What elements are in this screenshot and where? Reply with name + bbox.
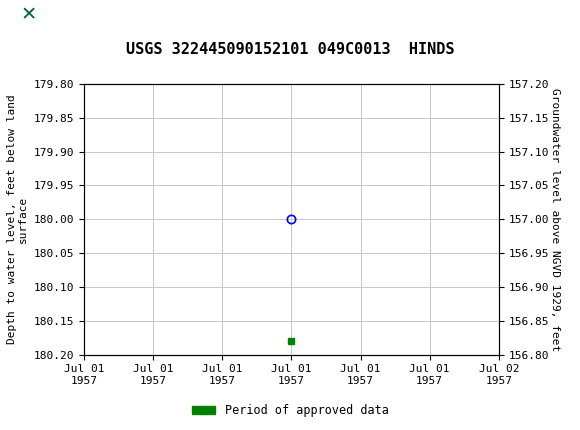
- Text: USGS 322445090152101 049C0013  HINDS: USGS 322445090152101 049C0013 HINDS: [126, 42, 454, 57]
- Legend: Period of approved data: Period of approved data: [187, 399, 393, 422]
- Y-axis label: Depth to water level, feet below land
surface: Depth to water level, feet below land su…: [7, 95, 28, 344]
- Text: ✕: ✕: [21, 6, 37, 25]
- Text: USGS: USGS: [75, 6, 130, 24]
- Y-axis label: Groundwater level above NGVD 1929, feet: Groundwater level above NGVD 1929, feet: [550, 88, 560, 351]
- FancyBboxPatch shape: [3, 3, 55, 28]
